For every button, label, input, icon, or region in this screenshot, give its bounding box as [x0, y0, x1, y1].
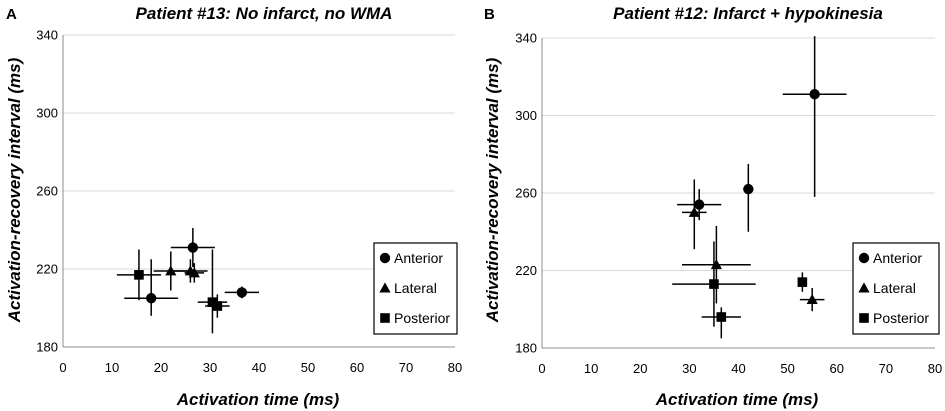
- square-marker: [709, 279, 719, 289]
- x-tick-label: 0: [59, 360, 66, 375]
- chart-title: Patient #12: Infarct + hypokinesia: [613, 4, 883, 23]
- x-tick-label: 20: [154, 360, 168, 375]
- x-tick-label: 30: [203, 360, 217, 375]
- x-tick-label: 50: [780, 361, 794, 376]
- square-marker: [207, 297, 218, 307]
- legend-label: Lateral: [873, 280, 916, 296]
- circle-marker: [146, 293, 157, 304]
- circle-marker: [236, 287, 248, 298]
- data-point-posterior: [797, 272, 808, 292]
- legend-label: Posterior: [394, 310, 450, 326]
- legend-circle-icon: [858, 252, 870, 264]
- panel-letter: B: [484, 6, 495, 23]
- panel-a: A Patient #13: No infarct, no WMA Activa…: [5, 4, 462, 409]
- triangle-marker: [165, 265, 177, 276]
- data-point-lateral: [799, 287, 825, 312]
- data-point-anterior: [224, 286, 259, 299]
- legend-square-icon: [859, 313, 869, 323]
- data-point-posterior: [197, 249, 228, 334]
- chart-title: Patient #13: No infarct, no WMA: [136, 4, 393, 23]
- y-tick-label: 220: [515, 263, 537, 278]
- legend-label: Anterior: [394, 250, 443, 266]
- circle-marker: [743, 183, 754, 195]
- x-tick-label: 40: [731, 361, 745, 376]
- square-marker: [212, 301, 223, 311]
- x-axis-label: Activation time (ms): [176, 390, 340, 409]
- legend-label: Posterior: [873, 310, 929, 326]
- data-point-lateral: [682, 225, 751, 304]
- legend-triangle-icon: [858, 282, 870, 293]
- y-axis-label: Activation-recovery interval (ms): [483, 57, 502, 323]
- legend-triangle-icon: [379, 282, 391, 293]
- circle-marker: [187, 242, 199, 253]
- triangle-marker: [188, 267, 200, 278]
- legend-square-icon: [380, 313, 390, 323]
- data-point-anterior: [677, 189, 722, 221]
- x-tick-label: 0: [538, 361, 545, 376]
- y-tick-label: 180: [515, 341, 537, 356]
- y-tick-label: 340: [36, 28, 58, 43]
- data-point-posterior: [672, 241, 756, 327]
- legend-label: Anterior: [873, 250, 922, 266]
- y-tick-label: 300: [36, 106, 58, 121]
- x-tick-label: 50: [301, 360, 315, 375]
- data-point-anterior: [170, 228, 215, 268]
- x-tick-label: 60: [830, 361, 844, 376]
- panel-letter: A: [6, 6, 17, 23]
- legend-circle-icon: [379, 252, 391, 264]
- x-tick-label: 20: [633, 361, 647, 376]
- x-tick-label: 10: [584, 361, 598, 376]
- circle-marker: [809, 88, 820, 100]
- y-tick-label: 300: [515, 108, 537, 123]
- data-point-posterior: [205, 294, 230, 318]
- legend: Anterior Lateral Posterior: [373, 242, 458, 335]
- y-tick-label: 180: [36, 340, 58, 355]
- square-marker: [716, 312, 727, 322]
- x-axis-label: Activation time (ms): [655, 390, 819, 409]
- square-marker: [134, 270, 144, 280]
- x-tick-label: 70: [399, 360, 413, 375]
- circle-marker: [694, 199, 705, 210]
- data-point-posterior: [701, 307, 741, 339]
- x-tick-label: 70: [879, 361, 893, 376]
- legend: Anterior Lateral Posterior: [852, 242, 940, 335]
- square-marker: [797, 277, 808, 287]
- x-tick-label: 30: [682, 361, 696, 376]
- y-tick-label: 220: [36, 262, 58, 277]
- y-axis-label: Activation-recovery interval (ms): [5, 57, 24, 323]
- data-point-posterior: [116, 249, 161, 301]
- data-point-lateral: [682, 179, 707, 250]
- data-point-anterior: [782, 36, 847, 197]
- y-tick-label: 260: [515, 186, 537, 201]
- legend-label: Lateral: [394, 280, 437, 296]
- triangle-marker: [806, 293, 818, 305]
- x-tick-label: 80: [448, 360, 462, 375]
- x-tick-label: 60: [350, 360, 364, 375]
- triangle-marker: [688, 206, 700, 217]
- x-tick-label: 80: [928, 361, 942, 376]
- x-tick-label: 40: [252, 360, 266, 375]
- x-tick-label: 10: [105, 360, 119, 375]
- data-point-lateral: [184, 263, 205, 283]
- data-point-anterior: [124, 259, 179, 316]
- data-point-anterior: [743, 163, 754, 232]
- y-tick-label: 340: [515, 31, 537, 46]
- panel-b: B Patient #12: Infarct + hypokinesia Act…: [483, 4, 942, 409]
- y-tick-label: 260: [36, 184, 58, 199]
- data-point-lateral: [173, 259, 208, 283]
